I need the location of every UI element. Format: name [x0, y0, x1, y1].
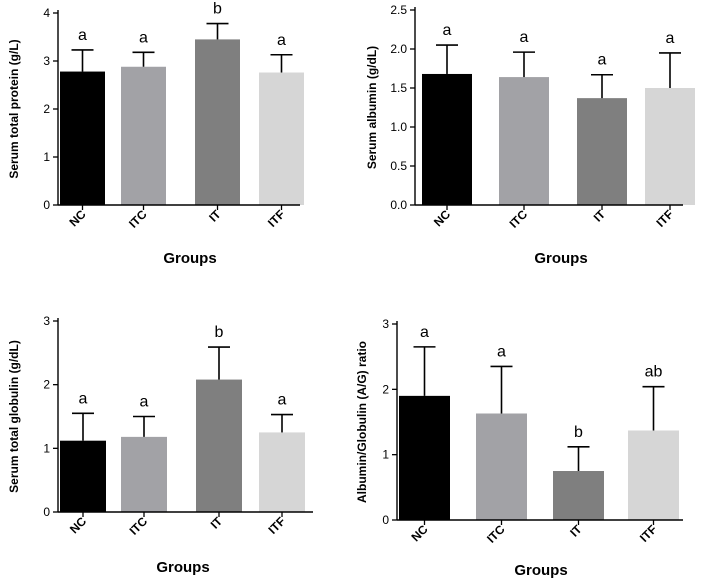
y-axis-title: Serum albumin (g/dL)	[365, 46, 379, 169]
significance-label: a	[520, 29, 529, 46]
significance-label: a	[140, 394, 149, 411]
category-label: IT	[206, 207, 224, 225]
category-label: NC	[67, 514, 89, 536]
category-label: ITC	[484, 522, 508, 546]
bar-itc	[121, 436, 167, 512]
bar-it	[195, 39, 240, 206]
category-label: NC	[431, 207, 453, 229]
x-axis-title: Groups	[514, 562, 567, 579]
bar-nc	[60, 440, 106, 512]
significance-label: a	[78, 27, 87, 44]
y-tick-label: 3	[43, 314, 50, 328]
y-tick-label: 2.5	[390, 3, 407, 17]
category-label: NC	[66, 207, 88, 229]
category-label: ITC	[127, 514, 151, 538]
category-label: ITF	[653, 207, 676, 230]
bar-it	[553, 471, 604, 520]
y-tick-label: 1.0	[390, 120, 407, 134]
category-label: NC	[408, 522, 430, 544]
y-tick-label: 1	[43, 150, 50, 164]
bar-nc	[399, 395, 450, 520]
significance-label: a	[420, 324, 429, 341]
y-tick-label: 3	[382, 317, 389, 331]
y-axis-title: Serum total protein (g/L)	[7, 39, 21, 178]
panel-4: a NC a ITC b IT ab ITF 0 1 2 3 Albumin/Globulin (A/G…	[355, 317, 683, 579]
significance-label: a	[79, 390, 88, 407]
category-label: ITC	[507, 207, 531, 231]
bar-it	[577, 98, 627, 205]
y-tick-label: 0	[382, 513, 389, 527]
category-label: IT	[591, 207, 609, 225]
y-tick-label: 3	[43, 54, 50, 68]
y-tick-label: 0	[43, 198, 50, 212]
y-tick-label: 1.5	[390, 81, 407, 95]
y-tick-label: 2	[382, 382, 389, 396]
significance-label: a	[598, 52, 607, 69]
bar-nc	[60, 71, 105, 205]
significance-label: a	[443, 22, 452, 39]
x-axis-title: Groups	[156, 559, 209, 576]
y-tick-label: 0.0	[390, 198, 407, 212]
y-axis-title: Albumin/Globulin (A/G) ratio	[355, 341, 369, 503]
bar-nc	[422, 73, 472, 206]
significance-label: a	[278, 392, 287, 409]
bar-itf	[259, 432, 305, 512]
y-tick-label: 0	[43, 505, 50, 519]
category-label: IT	[208, 514, 226, 532]
bar-itc	[121, 66, 166, 205]
category-label: ITC	[126, 207, 150, 231]
category-label: ITF	[265, 514, 288, 537]
y-tick-label: 1	[382, 448, 389, 462]
y-tick-label: 2	[43, 102, 50, 116]
y-tick-label: 2.0	[390, 42, 407, 56]
significance-label: b	[574, 424, 583, 441]
category-label: ITF	[637, 522, 660, 545]
significance-label: a	[277, 32, 286, 49]
y-tick-label: 1	[43, 441, 50, 455]
category-label: IT	[567, 522, 585, 540]
y-tick-label: 0.5	[390, 159, 407, 173]
panel-2: a NC a ITC a IT a ITF 0.0 0.5 1.0 1.5 2.0 2.5 Serum al…	[365, 3, 695, 267]
panel-3: a NC a ITC b IT a ITF 0 1 2 3 Serum total globulin (…	[7, 314, 313, 576]
panel-1: a NC a ITC b IT a ITF 0 1 2 3 4 Serum total protein (…	[7, 1, 304, 267]
x-axis-title: Groups	[163, 250, 216, 267]
x-axis-title: Groups	[534, 250, 587, 267]
bar-itc	[476, 413, 527, 520]
significance-label: b	[213, 1, 222, 18]
bar-itf	[645, 88, 695, 205]
significance-label: a	[666, 30, 675, 47]
significance-label: a	[497, 343, 506, 360]
bar-itc	[499, 77, 549, 205]
bar-itf	[628, 430, 679, 520]
significance-label: ab	[645, 364, 663, 381]
category-label: ITF	[265, 207, 288, 230]
y-axis-title: Serum total globulin (g/dL)	[7, 340, 21, 493]
significance-label: b	[215, 324, 224, 341]
y-tick-label: 4	[43, 6, 50, 20]
significance-label: a	[139, 29, 148, 46]
bar-it	[196, 379, 242, 512]
bar-itf	[259, 72, 304, 206]
y-tick-label: 2	[43, 378, 50, 392]
